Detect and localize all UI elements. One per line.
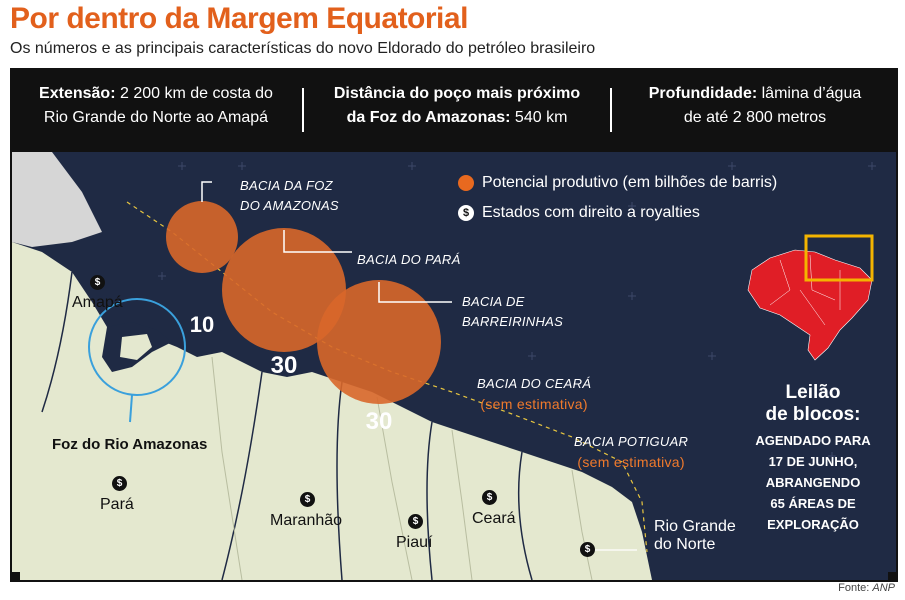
state-amapa: Amapá <box>72 294 123 311</box>
basin-pointers <box>201 181 452 303</box>
leilao-line: ABRANGENDO <box>765 475 861 490</box>
basin-foz-name-2: DO AMAZONAS <box>240 198 339 213</box>
extensao-label: Extensão: <box>39 85 116 102</box>
profundidade-text-2: de até 2 800 metros <box>683 109 827 126</box>
basin-ceara-name: BACIA DO CEARÁ <box>477 376 592 391</box>
highlight-box <box>804 234 874 282</box>
basin-barreirinhas-label: BACIA DE BARREIRINHAS <box>462 292 563 332</box>
header-divider <box>302 88 304 132</box>
state-rn-1: Rio Grande <box>654 518 736 535</box>
rivers <box>41 271 533 580</box>
extensao-cell: Extensão: 2 200 km de costa do Rio Grand… <box>26 82 286 130</box>
royalty-icon: $ <box>90 275 105 290</box>
header-divider <box>610 88 612 132</box>
basin-ceara-label: BACIA DO CEARÁ (sem estimativa) <box>477 374 591 414</box>
state-rn-2: do Norte <box>654 536 716 553</box>
leilao-line: 65 ÁREAS DE <box>770 496 856 511</box>
basin-potiguar-estimate: (sem estimativa) <box>577 454 685 470</box>
basin-potiguar-name: BACIA POTIGUAR <box>574 434 689 449</box>
state-borders <box>211 356 593 580</box>
leilao-line: EXPLORAÇÃO <box>767 517 859 532</box>
source-value: ANP <box>872 582 895 594</box>
grid-crosses <box>158 162 876 460</box>
basin-foz-name-1: BACIA DA FOZ <box>240 178 333 193</box>
extensao-text-1: 2 200 km de costa do <box>119 85 273 102</box>
frame-corner <box>12 572 20 580</box>
state-piaui: Piauí <box>396 534 433 551</box>
extensao-text-2: Rio Grande do Norte ao Amapá <box>43 109 269 126</box>
leilao-title-2: de blocos: <box>765 404 861 425</box>
royalty-icon: $ <box>112 476 127 491</box>
basin-potiguar-label: BACIA POTIGUAR (sem estimativa) <box>574 432 688 472</box>
profundidade-cell: Profundidade: lâmina d’água de até 2 800… <box>620 82 890 130</box>
leilao-line: 17 DE JUNHO, <box>768 454 858 469</box>
frame-corner <box>888 572 896 580</box>
distancia-label-1: Distância do poço mais próximo <box>333 85 581 102</box>
distancia-cell: Distância do poço mais próximo da Foz do… <box>312 82 602 130</box>
brazil-shape <box>747 249 873 361</box>
royalty-icon: $ <box>458 204 474 221</box>
orange-dot-icon <box>458 174 474 191</box>
basin-barreirinhas-name-1: BACIA DE <box>462 294 525 309</box>
royalty-icon: $ <box>482 490 497 505</box>
profundidade-text-1: lâmina d’água <box>761 85 862 102</box>
brazil-states <box>769 254 841 326</box>
leilao-line: AGENDADO PARA <box>755 433 871 448</box>
leilao-details: AGENDADO PARA 17 DE JUNHO, ABRANGENDO 65… <box>738 430 888 535</box>
leilao-title-1: Leilão <box>785 382 841 403</box>
map-frame: Extensão: 2 200 km de costa do Rio Grand… <box>10 68 898 582</box>
basin-foz-circle <box>166 201 238 273</box>
source-credit: Fonte: ANP <box>838 582 895 594</box>
distancia-label-2: da Foz do Amazonas: <box>346 109 511 126</box>
leilao-box: Leilão de blocos: AGENDADO PARA 17 DE JU… <box>738 382 888 535</box>
royalty-icon: $ <box>300 492 315 507</box>
legend-potencial-text: Potencial produtivo (em bilhões de barri… <box>482 174 778 191</box>
basin-para-label: BACIA DO PARÁ <box>357 252 461 267</box>
basin-foz-value: 10 <box>189 312 215 337</box>
foz-amazonas-circle <box>88 298 186 396</box>
legend-potencial: Potencial produtivo (em bilhões de barri… <box>458 174 777 192</box>
basin-para-value: 30 <box>270 352 298 379</box>
basin-para-circle <box>222 228 346 352</box>
profundidade-label: Profundidade: <box>648 85 758 102</box>
royalty-icon: $ <box>408 514 423 529</box>
legend-royalties: $ Estados com direito a royalties <box>458 204 700 222</box>
distancia-value: 540 km <box>514 109 568 126</box>
source-label: Fonte: <box>838 582 870 594</box>
basin-foz-label: BACIA DA FOZ DO AMAZONAS <box>240 176 339 216</box>
brazil-inset-map <box>747 234 874 361</box>
legend-royalties-text: Estados com direito a royalties <box>482 204 700 221</box>
foz-pointer <box>129 394 133 423</box>
royalty-icon: $ <box>580 542 595 557</box>
marajo-island <box>120 334 152 360</box>
state-ceara: Ceará <box>472 510 516 527</box>
page-subtitle: Os números e as principais característic… <box>10 40 596 57</box>
foz-label: Foz do Rio Amazonas <box>52 436 208 453</box>
basin-barreirinhas-name-2: BARREIRINHAS <box>462 314 564 329</box>
info-header: Extensão: 2 200 km de costa do Rio Grand… <box>12 70 896 152</box>
basin-barreirinhas-value: 30 <box>365 408 393 435</box>
northern-land <box>12 152 102 247</box>
state-maranhao: Maranhão <box>270 512 343 529</box>
state-rn: Rio Grande do Norte <box>654 518 736 554</box>
state-para: Pará <box>100 496 134 513</box>
basin-ceara-estimate: (sem estimativa) <box>480 396 588 412</box>
page-title: Por dentro da Margem Equatorial <box>10 2 468 35</box>
basin-barreirinhas-circle <box>317 280 441 404</box>
